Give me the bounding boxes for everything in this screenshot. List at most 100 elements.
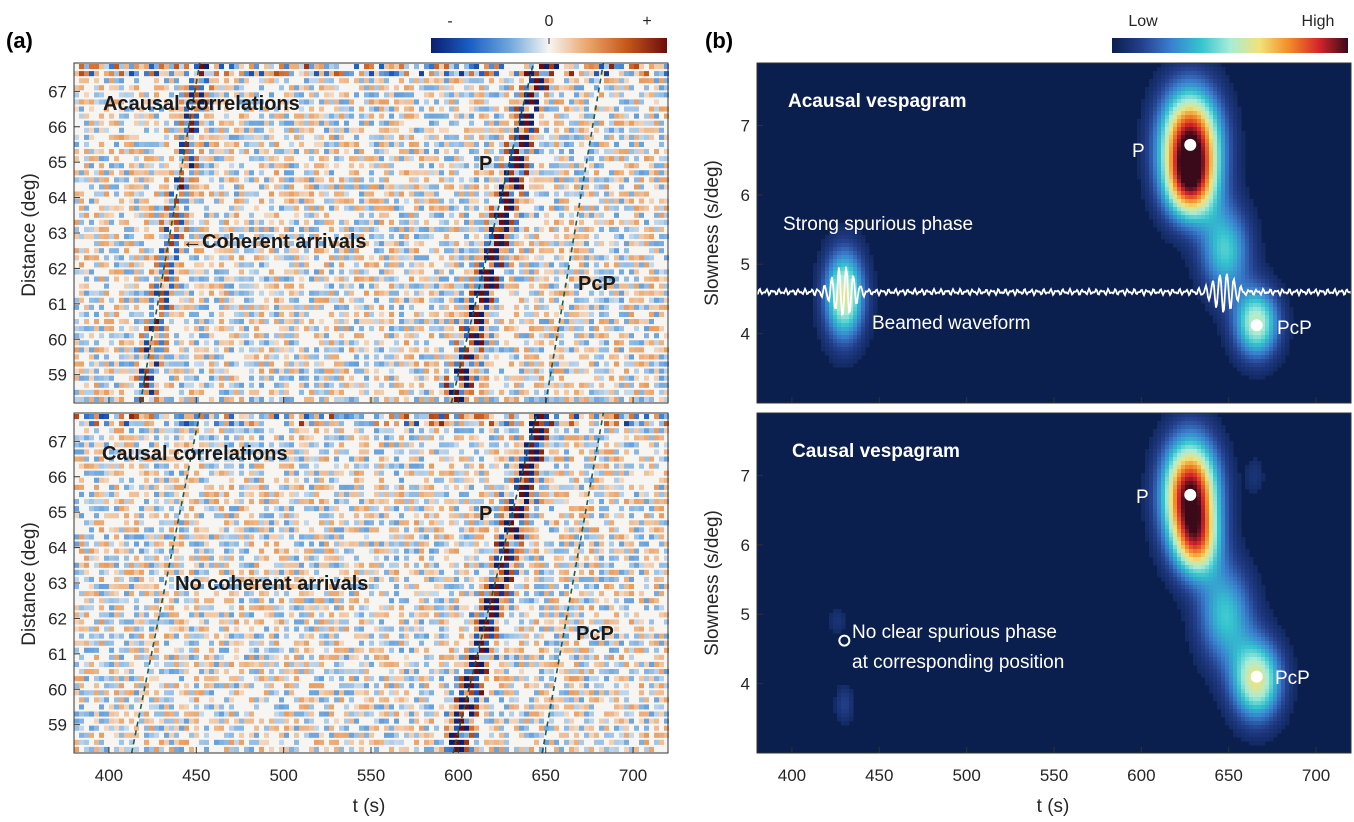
heatmap-cell [234, 177, 239, 183]
heatmap-cell [594, 255, 599, 261]
heatmap-cell [514, 276, 519, 282]
heatmap-cell [449, 241, 454, 247]
heatmap-cell [349, 106, 354, 112]
heatmap-cell [634, 212, 639, 218]
heatmap-cell [479, 421, 484, 427]
heatmap-cell [84, 347, 89, 353]
heatmap-cell [634, 396, 639, 402]
heatmap-cell [619, 290, 624, 296]
heatmap-cell [369, 113, 374, 119]
heatmap-cell [334, 255, 339, 261]
heatmap-cell [204, 477, 209, 483]
heatmap-cell [204, 120, 209, 126]
heatmap-cell [129, 163, 134, 169]
heatmap-cell [124, 262, 129, 268]
heatmap-cell [529, 421, 534, 427]
heatmap-cell [384, 435, 389, 441]
heatmap-cell [659, 347, 664, 353]
heatmap-cell [474, 64, 479, 70]
heatmap-cell [439, 354, 444, 360]
heatmap-cell [144, 414, 149, 420]
heatmap-cell [164, 361, 169, 367]
heatmap-cell [294, 428, 299, 434]
heatmap-cell [369, 85, 374, 91]
heatmap-cell [174, 120, 179, 126]
heatmap-cell [454, 340, 459, 346]
heatmap-cell [124, 226, 129, 232]
heatmap-cell [374, 134, 379, 140]
heatmap-cell [619, 71, 624, 77]
heatmap-cell [489, 333, 494, 339]
heatmap-cell [569, 120, 574, 126]
heatmap-cell [364, 442, 369, 448]
heatmap-cell [229, 389, 234, 395]
heatmap-cell [424, 414, 429, 420]
heatmap-cell [234, 92, 239, 98]
heatmap-cell [74, 198, 79, 204]
heatmap-cell [199, 248, 204, 254]
heatmap-cell [514, 347, 519, 353]
heatmap-cell [639, 382, 644, 388]
heatmap-cell [244, 219, 249, 225]
heatmap-cell [224, 234, 229, 240]
heatmap-cell [79, 234, 84, 240]
heatmap-cell [434, 290, 439, 296]
heatmap-cell [454, 106, 459, 112]
heatmap-cell [174, 234, 179, 240]
heatmap-cell [89, 120, 94, 126]
heatmap-cell [339, 421, 344, 427]
heatmap-cell [369, 120, 374, 126]
heatmap-cell [104, 219, 109, 225]
heatmap-cell [344, 120, 349, 126]
heatmap-cell [464, 297, 469, 303]
heatmap-cell [79, 340, 84, 346]
heatmap-cell [119, 85, 124, 91]
heatmap-cell [374, 219, 379, 225]
heatmap-cell [209, 368, 214, 374]
heatmap-cell [104, 205, 109, 211]
heatmap-cell [344, 368, 349, 374]
heatmap-cell [354, 269, 359, 275]
heatmap-cell [224, 127, 229, 133]
heatmap-cell [334, 191, 339, 197]
heatmap-cell [149, 347, 154, 353]
heatmap-cell [304, 191, 309, 197]
heatmap-cell [459, 297, 464, 303]
heatmap-cell [634, 304, 639, 310]
heatmap-cell [279, 113, 284, 119]
heatmap-cell [314, 113, 319, 119]
heatmap-cell [164, 212, 169, 218]
heatmap-cell [374, 340, 379, 346]
heatmap-cell [74, 269, 79, 275]
colorbar-right-gradient [1112, 38, 1348, 53]
heatmap-cell [374, 205, 379, 211]
heatmap-cell [269, 368, 274, 374]
heatmap-cell [589, 149, 594, 155]
heatmap-cell [454, 170, 459, 176]
heatmap-cell [654, 205, 659, 211]
heatmap-cell [549, 326, 554, 332]
heatmap-cell [144, 428, 149, 434]
heatmap-cell [339, 276, 344, 282]
heatmap-cell [199, 241, 204, 247]
heatmap-cell [444, 262, 449, 268]
heatmap-cell [609, 354, 614, 360]
colorbar-left-max-label: + [642, 13, 651, 30]
heatmap-cell [259, 347, 264, 353]
heatmap-cell [194, 262, 199, 268]
heatmap-cell [449, 262, 454, 268]
heatmap-cell [129, 414, 134, 420]
heatmap-cell [89, 184, 94, 190]
heatmap-cell [464, 428, 469, 434]
heatmap-cell [389, 354, 394, 360]
heatmap-cell [604, 127, 609, 133]
heatmap-cell [264, 226, 269, 232]
heatmap-cell [334, 85, 339, 91]
heatmap-cell [514, 463, 519, 469]
heatmap-cell [299, 262, 304, 268]
heatmap-cell [359, 106, 364, 112]
heatmap-cell [449, 120, 454, 126]
heatmap-cell [524, 262, 529, 268]
heatmap-cell [594, 106, 599, 112]
heatmap-cell [434, 156, 439, 162]
